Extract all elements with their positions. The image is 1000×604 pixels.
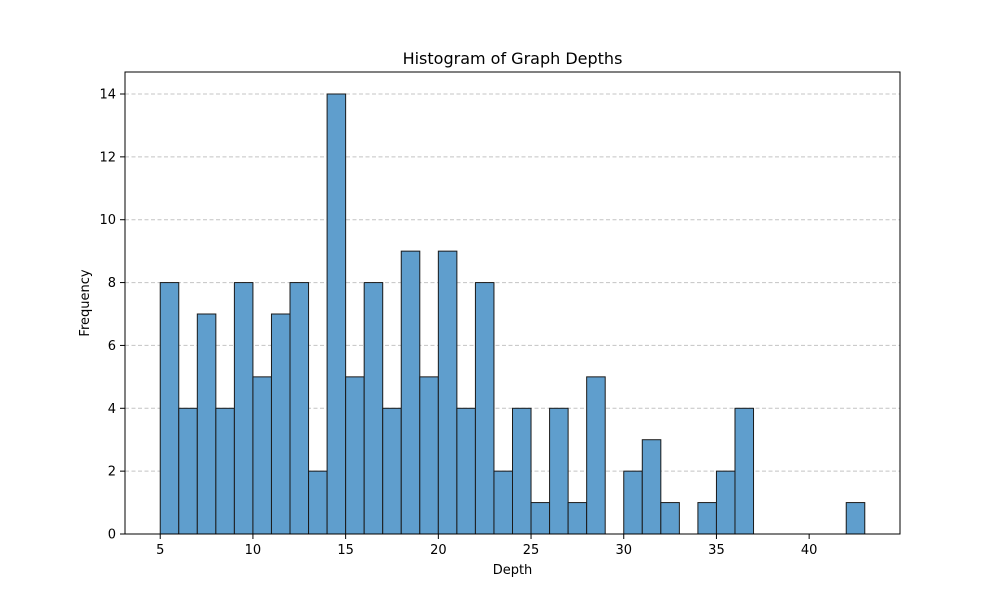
- histogram-bar: [345, 376, 365, 535]
- histogram-bar: [270, 313, 291, 535]
- histogram-bar: [178, 407, 198, 535]
- histogram-bar: [641, 439, 662, 535]
- histogram-bar: [493, 470, 513, 535]
- histogram-bar: [437, 250, 458, 535]
- x-tick-label: 30: [615, 543, 632, 558]
- histogram-bar: [400, 250, 421, 535]
- histogram-bar: [530, 502, 551, 535]
- histogram-bar: [512, 407, 532, 535]
- histogram-bar: [382, 407, 402, 535]
- histogram-bar: [308, 470, 328, 535]
- x-axis-ticks: 5 10 15 20 25 30 35 40: [156, 534, 817, 558]
- histogram-bar: [419, 376, 439, 535]
- x-tick-label: 40: [801, 543, 818, 558]
- chart-title: Histogram of Graph Depths: [403, 49, 623, 68]
- x-tick-label: 15: [337, 543, 354, 558]
- y-axis-title: Frequency: [78, 269, 93, 336]
- y-tick-label: 6: [108, 339, 116, 354]
- histogram-bar: [697, 502, 717, 535]
- histogram-bar: [196, 313, 217, 535]
- x-tick-label: 10: [245, 543, 262, 558]
- histogram-bar: [845, 502, 866, 535]
- histogram-bar: [586, 376, 606, 535]
- y-tick-label: 10: [99, 213, 116, 228]
- histogram-bar: [326, 93, 347, 535]
- histogram-bar: [456, 407, 476, 535]
- y-tick-label: 12: [99, 150, 116, 165]
- histogram-bar: [159, 282, 180, 535]
- histogram-bar: [715, 470, 736, 535]
- histogram-bar: [474, 282, 495, 535]
- histogram-bar: [623, 470, 643, 535]
- histogram-bar: [289, 282, 310, 535]
- plot-area-frame: [124, 71, 901, 535]
- histogram-bar: [252, 376, 272, 535]
- bars: [159, 93, 866, 535]
- histogram-bar: [549, 407, 569, 535]
- y-tick-label: 14: [99, 88, 116, 103]
- histogram-bar: [215, 407, 235, 535]
- histogram-bar: [567, 502, 588, 535]
- histogram-bar: [660, 502, 680, 535]
- histogram-bar: [734, 407, 755, 535]
- x-tick-label: 20: [430, 543, 447, 558]
- x-tick-label: 25: [523, 543, 540, 558]
- y-tick-label: 4: [108, 402, 116, 417]
- y-tick-label: 8: [108, 276, 116, 291]
- histogram-bar: [363, 282, 384, 535]
- y-tick-label: 2: [108, 465, 116, 480]
- x-tick-label: 5: [156, 543, 164, 558]
- x-tick-label: 35: [708, 543, 725, 558]
- histogram-bar: [233, 282, 254, 535]
- y-tick-label: 0: [108, 528, 116, 543]
- y-axis-ticks: 0 2 4 6 8 10 12 14: [99, 88, 125, 543]
- x-axis-title: Depth: [493, 563, 533, 578]
